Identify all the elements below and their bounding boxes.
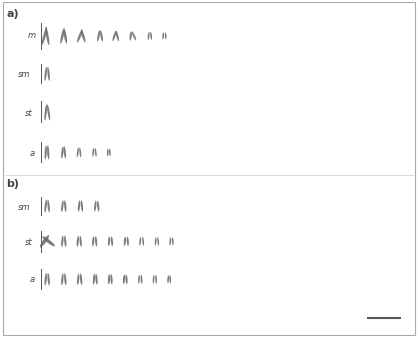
Ellipse shape	[108, 274, 110, 284]
Ellipse shape	[79, 236, 82, 247]
Ellipse shape	[64, 200, 66, 212]
Ellipse shape	[47, 67, 50, 81]
Ellipse shape	[130, 31, 132, 41]
Ellipse shape	[40, 235, 49, 247]
Ellipse shape	[81, 29, 86, 42]
Text: b): b)	[6, 179, 19, 189]
Ellipse shape	[95, 236, 97, 246]
Ellipse shape	[142, 237, 144, 246]
Text: a): a)	[6, 9, 19, 19]
Ellipse shape	[61, 273, 64, 285]
Ellipse shape	[61, 236, 64, 247]
Ellipse shape	[100, 30, 103, 41]
Ellipse shape	[138, 275, 140, 284]
Ellipse shape	[45, 145, 47, 159]
Ellipse shape	[167, 275, 169, 283]
Ellipse shape	[124, 237, 126, 246]
Ellipse shape	[116, 31, 119, 41]
Ellipse shape	[112, 31, 117, 41]
Ellipse shape	[76, 236, 79, 247]
Ellipse shape	[155, 275, 157, 284]
Ellipse shape	[165, 33, 166, 39]
Ellipse shape	[95, 274, 98, 285]
Ellipse shape	[139, 237, 141, 246]
Ellipse shape	[148, 32, 150, 40]
Ellipse shape	[92, 148, 94, 157]
Ellipse shape	[132, 31, 136, 40]
Text: m: m	[28, 31, 36, 40]
Ellipse shape	[64, 236, 66, 247]
Ellipse shape	[44, 273, 47, 286]
Ellipse shape	[150, 32, 152, 40]
Ellipse shape	[60, 28, 64, 43]
Ellipse shape	[44, 67, 47, 81]
Ellipse shape	[44, 104, 47, 120]
Ellipse shape	[92, 236, 94, 246]
Ellipse shape	[64, 273, 66, 285]
Ellipse shape	[169, 237, 171, 245]
Text: st: st	[25, 238, 32, 247]
Text: a: a	[30, 149, 35, 158]
Ellipse shape	[47, 200, 50, 212]
Ellipse shape	[42, 27, 47, 45]
Ellipse shape	[107, 149, 109, 156]
Ellipse shape	[110, 274, 112, 284]
Ellipse shape	[169, 275, 171, 283]
Text: st: st	[25, 109, 32, 118]
Ellipse shape	[81, 201, 83, 212]
Ellipse shape	[77, 274, 79, 285]
Ellipse shape	[61, 146, 64, 158]
Ellipse shape	[172, 237, 173, 245]
Ellipse shape	[64, 28, 67, 43]
Ellipse shape	[42, 236, 55, 246]
Ellipse shape	[157, 237, 159, 246]
Ellipse shape	[44, 200, 47, 212]
Ellipse shape	[93, 274, 95, 285]
Ellipse shape	[47, 104, 50, 120]
Ellipse shape	[111, 237, 113, 246]
Ellipse shape	[77, 30, 83, 42]
Ellipse shape	[127, 237, 129, 246]
Ellipse shape	[125, 275, 127, 284]
Ellipse shape	[97, 30, 100, 41]
Ellipse shape	[47, 145, 49, 159]
Ellipse shape	[61, 200, 64, 212]
Ellipse shape	[162, 33, 164, 39]
Ellipse shape	[95, 148, 97, 157]
Ellipse shape	[123, 275, 125, 284]
Ellipse shape	[97, 201, 99, 211]
Ellipse shape	[79, 147, 81, 157]
Ellipse shape	[153, 275, 155, 284]
Ellipse shape	[77, 147, 79, 157]
Ellipse shape	[94, 201, 97, 211]
Text: sm: sm	[18, 70, 31, 79]
Ellipse shape	[109, 149, 111, 156]
Ellipse shape	[45, 27, 49, 45]
Ellipse shape	[108, 237, 110, 246]
Ellipse shape	[78, 201, 80, 212]
Ellipse shape	[64, 146, 66, 158]
Text: a: a	[30, 275, 35, 284]
Ellipse shape	[155, 237, 157, 246]
Ellipse shape	[80, 274, 82, 285]
Ellipse shape	[140, 275, 143, 284]
Text: sm: sm	[18, 203, 31, 212]
Ellipse shape	[47, 273, 50, 286]
